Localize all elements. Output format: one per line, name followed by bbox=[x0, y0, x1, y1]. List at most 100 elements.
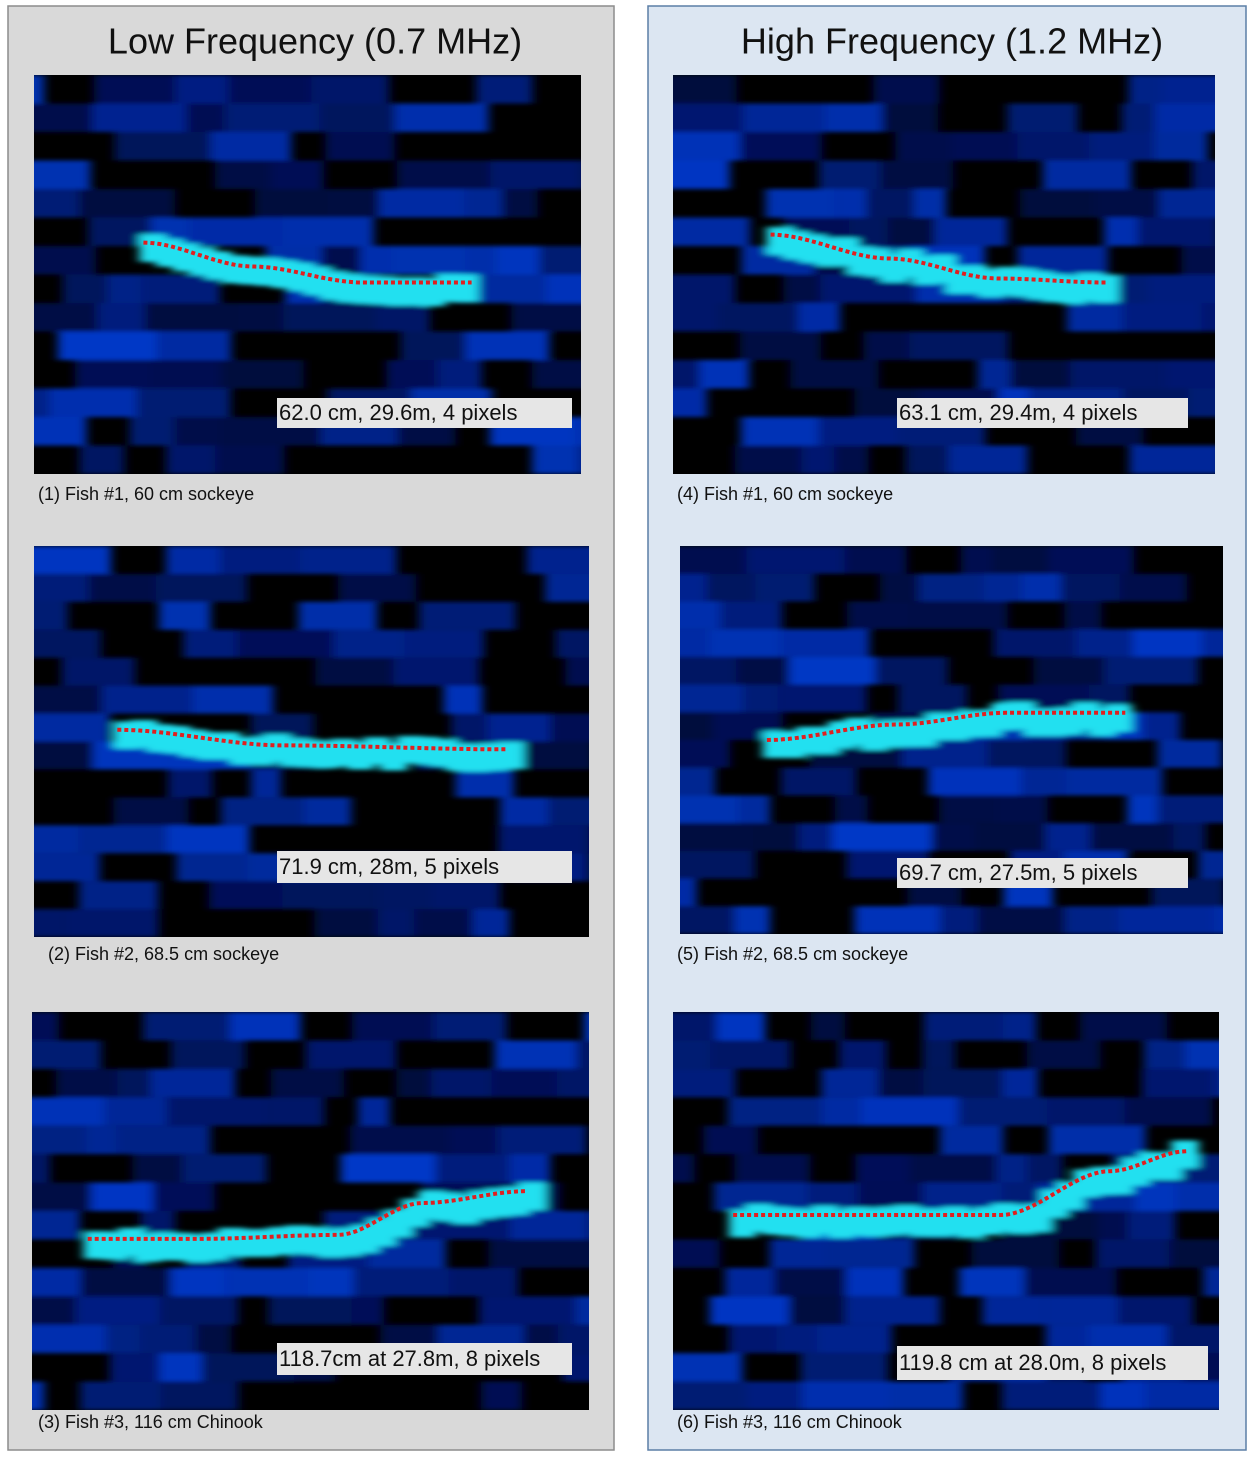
cell bbox=[394, 103, 489, 132]
cell bbox=[455, 769, 514, 798]
cell bbox=[1157, 795, 1223, 824]
cell bbox=[680, 878, 697, 907]
echogram-cells bbox=[673, 1012, 1219, 1410]
cell bbox=[934, 217, 1008, 246]
cell bbox=[1145, 1381, 1219, 1410]
cell bbox=[1045, 823, 1091, 851]
cell bbox=[34, 75, 45, 104]
cell bbox=[1065, 767, 1163, 796]
cell bbox=[891, 1381, 963, 1410]
cell bbox=[34, 853, 100, 882]
cell bbox=[845, 1267, 904, 1297]
cell bbox=[170, 1040, 245, 1069]
cell bbox=[1067, 303, 1123, 332]
cell bbox=[79, 189, 176, 218]
cell bbox=[1047, 546, 1134, 574]
cell bbox=[34, 713, 110, 742]
cell bbox=[481, 1381, 523, 1410]
cell bbox=[220, 797, 304, 826]
cell bbox=[386, 360, 438, 389]
cell bbox=[897, 684, 968, 713]
cell bbox=[225, 103, 320, 132]
cell bbox=[139, 1324, 196, 1354]
cell bbox=[673, 1154, 695, 1183]
cell bbox=[1169, 1239, 1219, 1268]
cell bbox=[680, 573, 707, 602]
label-bg bbox=[897, 1346, 1208, 1380]
cell bbox=[1203, 1267, 1219, 1297]
cell bbox=[1141, 1068, 1214, 1098]
cell bbox=[532, 445, 579, 474]
cell bbox=[1027, 1154, 1063, 1183]
image-caption: (6) Fish #3, 116 cm Chinook bbox=[677, 1412, 903, 1432]
cell bbox=[1144, 1040, 1186, 1069]
cell bbox=[390, 246, 466, 275]
cell bbox=[810, 1012, 846, 1041]
cell bbox=[525, 741, 589, 770]
cell bbox=[1117, 906, 1214, 934]
cell bbox=[834, 445, 869, 474]
cell bbox=[673, 388, 707, 417]
cell bbox=[215, 445, 285, 474]
cell bbox=[578, 445, 581, 474]
cell bbox=[465, 246, 497, 275]
cell bbox=[1104, 656, 1198, 685]
cell bbox=[1213, 1068, 1219, 1098]
cell bbox=[509, 1154, 551, 1183]
cell bbox=[866, 189, 914, 218]
cell bbox=[419, 601, 516, 630]
cell bbox=[1001, 1381, 1101, 1410]
cell bbox=[673, 132, 741, 161]
cell bbox=[173, 417, 221, 446]
cell bbox=[159, 1353, 203, 1382]
cell bbox=[502, 189, 538, 218]
cell bbox=[1124, 1097, 1213, 1126]
cell bbox=[923, 1068, 1003, 1098]
cell bbox=[673, 75, 737, 104]
cell bbox=[801, 445, 835, 474]
trace bbox=[87, 1189, 528, 1241]
cell bbox=[1132, 629, 1203, 657]
cell bbox=[494, 1040, 577, 1069]
cell bbox=[834, 795, 868, 824]
cell bbox=[1119, 573, 1188, 602]
cell bbox=[90, 1182, 154, 1211]
cell bbox=[728, 1097, 822, 1126]
cell bbox=[971, 1239, 1060, 1268]
cell bbox=[107, 274, 141, 303]
image-label: 69.7 cm, 27.5m, 5 pixels bbox=[899, 860, 1137, 885]
cell bbox=[1160, 75, 1215, 104]
cell bbox=[982, 1296, 1046, 1325]
cell bbox=[228, 75, 312, 104]
cell bbox=[703, 1125, 758, 1155]
echo bbox=[518, 1182, 547, 1211]
cell bbox=[34, 417, 87, 446]
cell bbox=[575, 1296, 589, 1325]
cell bbox=[741, 417, 819, 446]
cell bbox=[510, 1211, 588, 1240]
cell bbox=[710, 1040, 791, 1069]
echo bbox=[1171, 1140, 1199, 1169]
cell bbox=[673, 1239, 720, 1268]
echo bbox=[451, 274, 479, 303]
cell bbox=[1177, 1182, 1219, 1211]
cell bbox=[1122, 303, 1202, 332]
cell bbox=[305, 1040, 397, 1069]
cell bbox=[1088, 132, 1154, 161]
cell bbox=[827, 1239, 915, 1268]
cell bbox=[325, 189, 379, 218]
panel-title: High Frequency (1.2 MHz) bbox=[741, 21, 1163, 62]
cell bbox=[67, 909, 159, 937]
cell bbox=[977, 360, 1011, 389]
cell bbox=[378, 189, 465, 218]
cell bbox=[673, 160, 730, 189]
cell bbox=[734, 1154, 811, 1183]
cell bbox=[1201, 303, 1215, 332]
cell bbox=[1104, 217, 1138, 246]
cell bbox=[909, 1154, 997, 1183]
cell bbox=[34, 388, 50, 417]
cell bbox=[680, 740, 730, 768]
cell bbox=[718, 303, 798, 332]
cell bbox=[555, 629, 589, 658]
cell bbox=[724, 1267, 775, 1297]
